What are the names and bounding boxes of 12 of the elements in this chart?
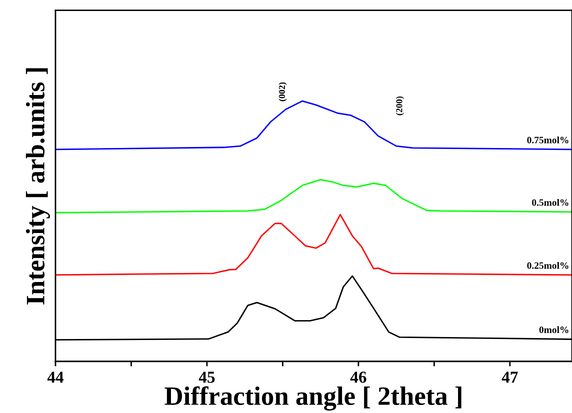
y-axis-title: Intensity [ arb.units ] xyxy=(26,68,50,304)
x-axis-title: Diffraction angle [ 2theta ] xyxy=(164,386,462,411)
x-tick-label: 44 xyxy=(47,372,64,383)
series-label: 0.25mol% xyxy=(527,262,568,269)
annotation: (200) xyxy=(396,96,404,116)
x-tick-label: 46 xyxy=(350,372,366,383)
series-label: 0.5mol% xyxy=(532,198,568,206)
series-label: 0.75mol% xyxy=(527,136,568,144)
series-label: 0mol% xyxy=(539,326,568,334)
x-tick-label: 47 xyxy=(502,372,518,383)
x-tick-label: 45 xyxy=(198,372,215,383)
annotation: (002) xyxy=(278,82,287,102)
